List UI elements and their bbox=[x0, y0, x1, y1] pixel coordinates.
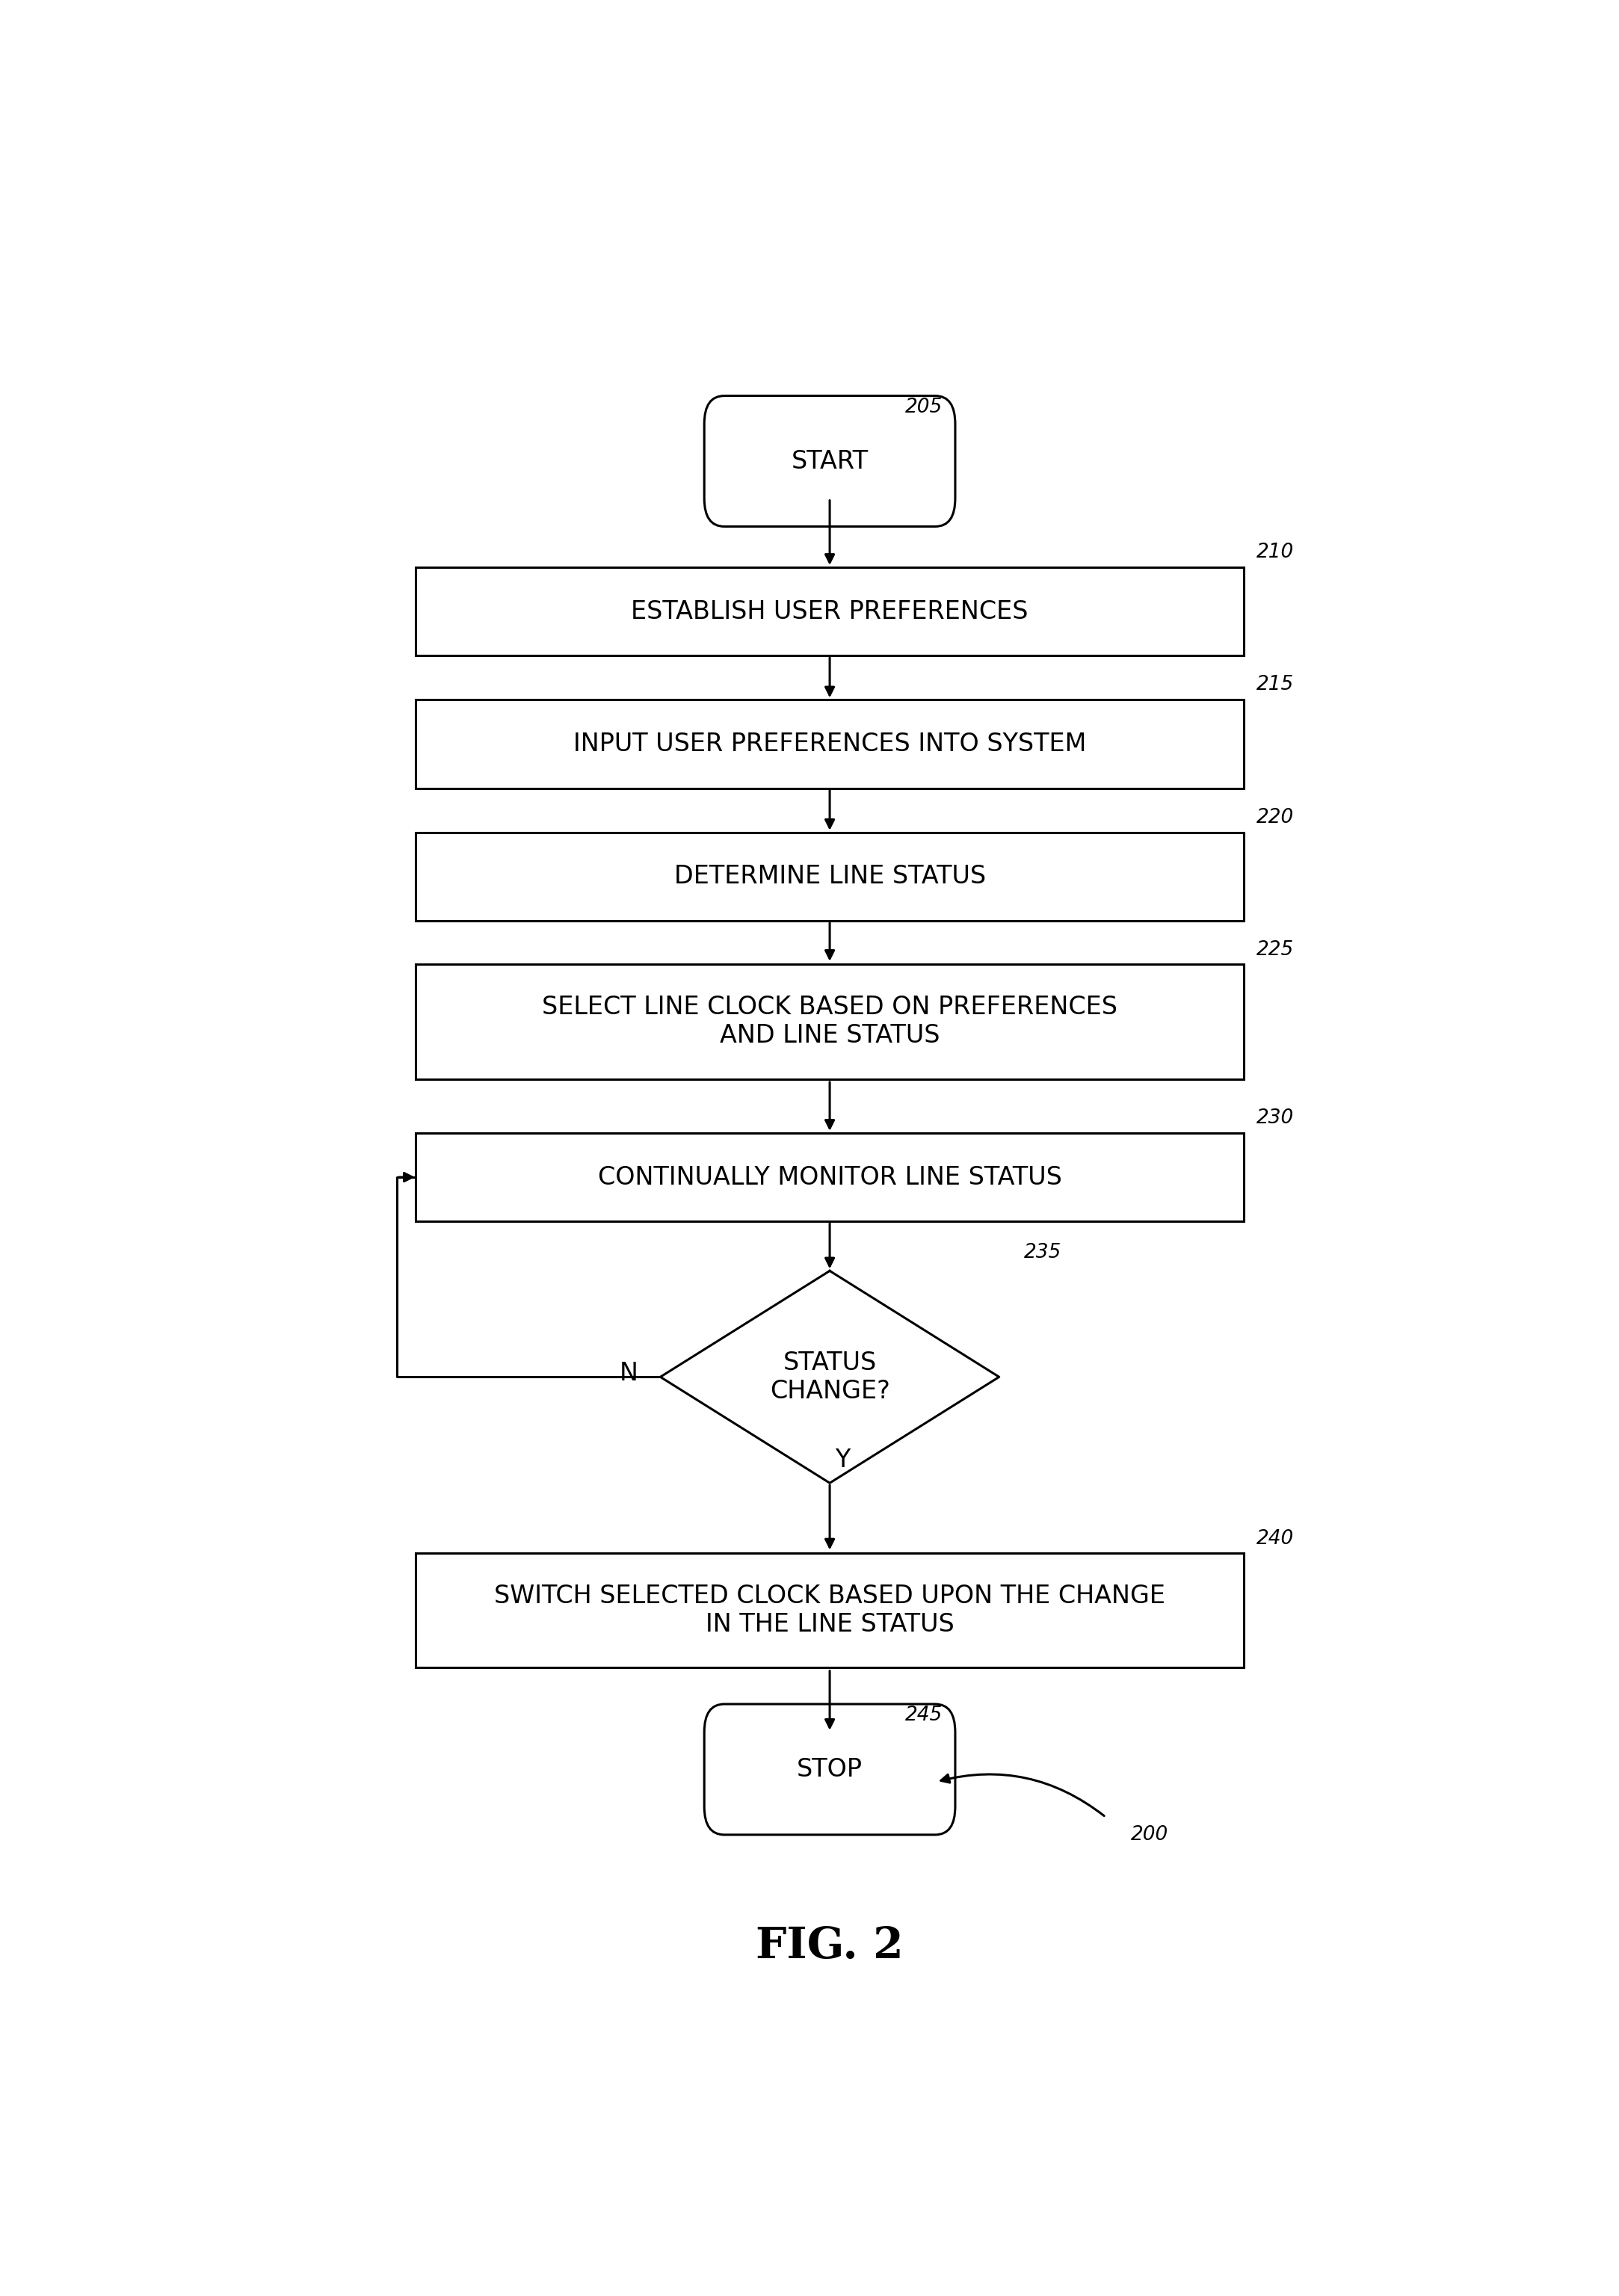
Text: SWITCH SELECTED CLOCK BASED UPON THE CHANGE
IN THE LINE STATUS: SWITCH SELECTED CLOCK BASED UPON THE CHA… bbox=[494, 1584, 1166, 1637]
Polygon shape bbox=[661, 1272, 999, 1483]
Text: DETERMINE LINE STATUS: DETERMINE LINE STATUS bbox=[674, 863, 986, 889]
FancyBboxPatch shape bbox=[416, 1552, 1243, 1667]
Text: 200: 200 bbox=[1130, 1825, 1169, 1844]
Text: Y: Y bbox=[835, 1449, 850, 1472]
FancyBboxPatch shape bbox=[416, 1132, 1243, 1221]
Text: 240: 240 bbox=[1256, 1529, 1294, 1548]
FancyBboxPatch shape bbox=[416, 700, 1243, 788]
Text: 215: 215 bbox=[1256, 675, 1294, 693]
Text: 230: 230 bbox=[1256, 1109, 1294, 1127]
Text: 210: 210 bbox=[1256, 542, 1294, 563]
Text: STATUS
CHANGE?: STATUS CHANGE? bbox=[769, 1350, 890, 1403]
Text: CONTINUALLY MONITOR LINE STATUS: CONTINUALLY MONITOR LINE STATUS bbox=[597, 1164, 1062, 1189]
Text: N: N bbox=[620, 1362, 638, 1387]
Text: 235: 235 bbox=[1025, 1242, 1062, 1263]
Text: STOP: STOP bbox=[797, 1756, 863, 1782]
Text: 225: 225 bbox=[1256, 941, 1294, 960]
Text: INPUT USER PREFERENCES INTO SYSTEM: INPUT USER PREFERENCES INTO SYSTEM bbox=[573, 732, 1086, 755]
FancyBboxPatch shape bbox=[416, 567, 1243, 657]
Text: SELECT LINE CLOCK BASED ON PREFERENCES
AND LINE STATUS: SELECT LINE CLOCK BASED ON PREFERENCES A… bbox=[542, 994, 1117, 1049]
FancyBboxPatch shape bbox=[416, 964, 1243, 1079]
Text: 205: 205 bbox=[905, 397, 942, 418]
FancyBboxPatch shape bbox=[704, 395, 955, 526]
Text: FIG. 2: FIG. 2 bbox=[756, 1926, 903, 1968]
FancyBboxPatch shape bbox=[416, 833, 1243, 921]
Text: 245: 245 bbox=[905, 1706, 942, 1724]
Text: 220: 220 bbox=[1256, 808, 1294, 827]
Text: ESTABLISH USER PREFERENCES: ESTABLISH USER PREFERENCES bbox=[631, 599, 1028, 625]
FancyBboxPatch shape bbox=[704, 1704, 955, 1835]
Text: START: START bbox=[792, 448, 868, 473]
